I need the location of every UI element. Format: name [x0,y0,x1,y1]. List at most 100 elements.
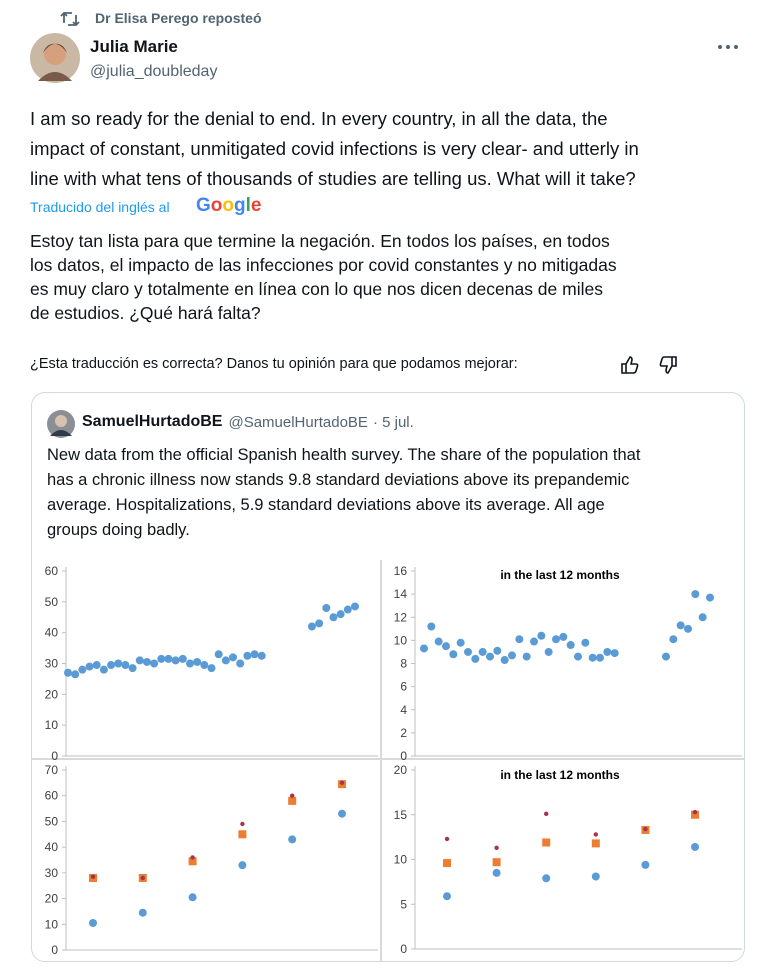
point [464,647,472,656]
point [150,659,159,668]
point [190,855,195,860]
translation-label[interactable]: Traducido del inglés al [30,199,170,215]
point [544,811,549,817]
point [471,654,480,663]
point [229,653,238,662]
point [188,893,197,902]
y-tick-label: 60 [45,789,59,803]
point [164,654,173,663]
y-tick-label: 40 [45,626,59,640]
point [684,624,692,633]
quote-text: groups doing badly. [47,521,190,539]
point [442,642,450,651]
point [706,593,714,602]
point [508,651,516,660]
point [185,659,194,668]
author-handle[interactable]: @julia_doubleday [90,63,218,80]
y-tick-label: 0 [51,749,58,763]
quote-text: average. Hospitalizations, 5.9 standard … [47,496,605,514]
point [542,838,551,847]
point [114,659,123,668]
point [610,649,619,658]
y-tick-label: 0 [51,943,58,957]
y-tick-label: 20 [45,892,59,906]
point [522,652,531,661]
point [207,664,216,673]
point [494,845,499,851]
point [193,657,202,666]
point [128,664,137,673]
point [142,657,151,666]
point [420,644,428,653]
repost-label: Dr Elisa Perego reposteó [95,10,262,26]
point [99,665,108,674]
point [200,661,209,670]
point [662,652,670,661]
point [315,619,324,628]
point [240,821,245,827]
translated-text: Estoy tan lista para que termine la nega… [30,231,610,251]
tweet-text: impact of constant, unmitigated covid in… [30,138,639,159]
point [238,861,247,870]
point [530,637,538,646]
point [515,635,524,644]
y-tick-label: 15 [394,808,408,822]
point [71,670,80,679]
point [691,810,699,819]
point [78,665,87,674]
point [581,638,590,647]
feedback-buttons[interactable] [620,355,680,375]
point [338,809,346,818]
point [85,662,94,671]
point [351,602,359,611]
quote-text: has a chronic illness now stands 9.8 sta… [47,471,630,489]
quote-avatar[interactable] [47,410,75,438]
chart-annotation: in the last 12 months [500,768,620,782]
point [221,656,230,665]
point [552,635,560,644]
quote-date[interactable]: · 5 jul. [372,414,414,431]
point [544,647,553,656]
point [322,604,331,612]
point [493,646,502,655]
repost-icon [60,11,80,27]
point [591,872,600,881]
y-tick-label: 16 [394,564,408,578]
y-tick-label: 60 [45,564,59,578]
point [593,832,598,837]
point [138,908,147,917]
point [537,631,546,640]
point [676,621,685,630]
y-tick-label: 2 [400,726,407,740]
point [178,654,187,663]
y-tick-label: 6 [400,680,407,694]
point [603,647,612,656]
translated-text: es muy claro y totalmente en línea con l… [30,279,603,299]
point [691,590,700,599]
more-button[interactable] [716,42,740,52]
point [542,874,551,883]
point [290,793,295,798]
translation-feedback: ¿Esta traducción es correcta? Danos tu o… [30,356,518,372]
y-tick-label: 20 [45,687,59,701]
google-logo: Google [196,195,262,216]
author-name[interactable]: Julia Marie [90,37,178,56]
point [641,860,650,869]
point [250,650,259,659]
tweet-text: line with what tens of thousands of stud… [30,168,636,189]
quote-handle[interactable]: @SamuelHurtadoBE [228,414,368,431]
y-tick-label: 14 [394,587,408,601]
point [500,656,509,665]
y-tick-label: 50 [45,595,59,609]
point [140,875,145,881]
quote-name[interactable]: SamuelHurtadoBE [82,413,223,430]
avatar[interactable] [30,33,80,83]
point [157,654,166,663]
y-tick-label: 0 [400,749,407,763]
quote-card[interactable] [31,392,745,962]
point [444,836,450,842]
point [492,858,501,867]
y-tick-label: 0 [400,942,407,956]
y-tick-label: 8 [400,657,407,671]
